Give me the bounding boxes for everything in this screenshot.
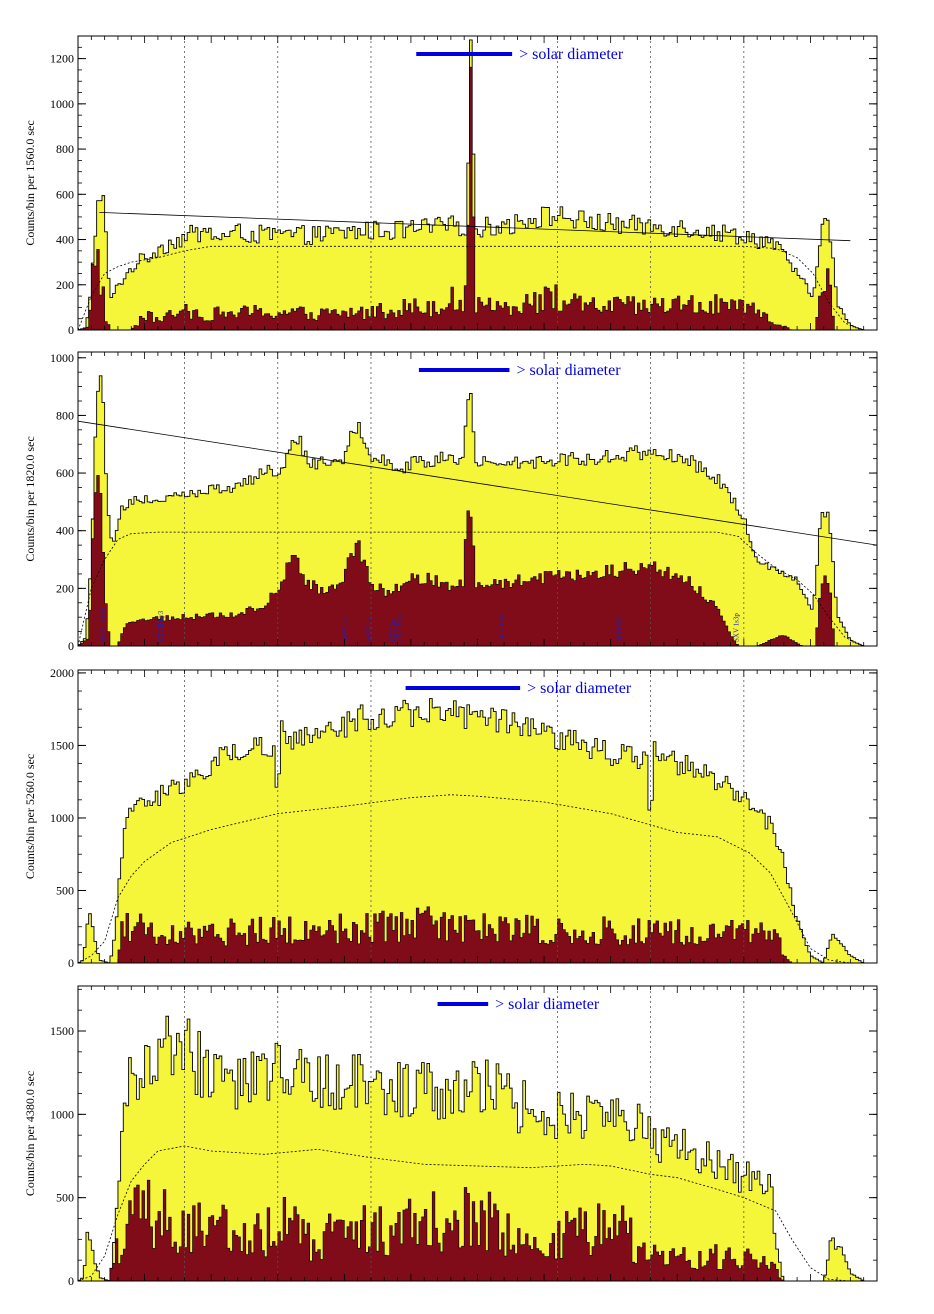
y-tick-label: 0	[68, 323, 74, 337]
line-id-label: AXVII a	[341, 616, 349, 642]
total-counts-outline	[78, 1015, 877, 1281]
plot-area-3	[78, 670, 877, 963]
line-id-label: SXV 1s4p	[498, 613, 506, 642]
line-counts-outline	[78, 66, 877, 330]
y-axis-label: Counts/bin per 5260.0 sec	[23, 754, 37, 879]
y-tick-label: 1000	[50, 351, 74, 365]
background-model-line	[78, 794, 877, 963]
y-tick-label: 1200	[50, 52, 74, 66]
exposure-time-label: 1560.0 sec	[23, 120, 37, 171]
y-tick-label: 1500	[50, 738, 74, 752]
solar-diameter-annotation: > solar diameter	[519, 46, 624, 63]
y-tick-label: 2000	[50, 666, 74, 680]
solar-diameter-annotation: > solar diameter	[516, 362, 621, 379]
y-tick-label: 600	[56, 466, 74, 480]
y-tick-label: 500	[56, 883, 74, 897]
y-axis-label-text: Counts/bin per	[23, 172, 37, 246]
y-tick-label: 0	[68, 1274, 74, 1288]
y-tick-label: 400	[56, 233, 74, 247]
background-model-line	[78, 1145, 877, 1281]
line-counts-outline	[78, 1179, 877, 1281]
y-axis-label-text: Counts/bin per	[23, 1122, 37, 1196]
y-tick-label: 200	[56, 278, 74, 292]
line-id-label: AXVIII Ly8	[99, 607, 107, 642]
y-axis-label-text: Counts/bin per	[23, 488, 37, 562]
solar-diameter-annotation: > solar diameter	[495, 996, 600, 1013]
y-tick-label: 1000	[50, 811, 74, 825]
y-tick-label: 800	[56, 408, 74, 422]
y-tick-label: 1000	[50, 97, 74, 111]
total-counts-area	[78, 39, 877, 330]
y-axis-label: Counts/bin per 4380.0 sec	[23, 1071, 37, 1196]
trend-line	[78, 420, 877, 546]
panel-2: AXVIII Ly8 SXVII Ly3 AXVII a AXVII a SXV 2pS…	[23, 351, 878, 653]
plot-area-4	[78, 986, 877, 1281]
panel-3: 0 500 1000 1500 2000 Counts/bin per 5260.0 se…	[23, 666, 878, 970]
y-tick-label: 0	[68, 639, 74, 653]
line-id-label: SXV 2p	[389, 619, 397, 642]
y-tick-label: 400	[56, 524, 74, 538]
line-counts-outline	[78, 906, 877, 963]
background-model-line	[78, 531, 877, 646]
panel-4: 0 500 1000 1500 Counts/bin per 4380.0 sec > s…	[23, 985, 878, 1288]
line-id-label: SXV 1s3p	[733, 613, 741, 642]
background-model-line	[78, 245, 877, 330]
plot-area-2	[78, 352, 877, 646]
exposure-time-label: 1820.0 sec	[23, 436, 37, 487]
solar-diameter-annotation: > solar diameter	[527, 680, 632, 697]
y-tick-label: 1000	[50, 1107, 74, 1121]
y-tick-label: 600	[56, 187, 74, 201]
line-id-label: SXV 1s2p	[394, 613, 402, 642]
panel-1: 0 200 400 600 800 1000 1200 Counts/bin per 1560…	[23, 35, 878, 337]
total-counts-outline	[78, 39, 877, 330]
y-tick-label: 200	[56, 581, 74, 595]
trend-line	[99, 212, 851, 242]
total-counts-outline	[78, 698, 877, 963]
exposure-time-label: 5260.0 sec	[23, 754, 37, 805]
line-id-label: AXVII a	[365, 616, 373, 642]
line-id-label: SXVII Ly3	[157, 610, 165, 642]
y-axis-label: Counts/bin per 1560.0 sec	[23, 120, 37, 245]
total-counts-outline	[78, 375, 877, 646]
y-axis-label-text: Counts/bin per	[23, 805, 37, 879]
exposure-time-label: 4380.0 sec	[23, 1071, 37, 1122]
y-tick-label: 0	[68, 956, 74, 970]
y-tick-label: 500	[56, 1191, 74, 1205]
plot-area-1	[78, 36, 877, 330]
line-counts-outline	[78, 475, 877, 646]
total-counts-area	[78, 698, 877, 963]
y-axis-label: Counts/bin per 1820.0 sec	[23, 436, 37, 561]
y-tick-label: 1500	[50, 1024, 74, 1038]
y-tick-label: 800	[56, 142, 74, 156]
line-id-label: Al FeXX	[615, 616, 623, 642]
